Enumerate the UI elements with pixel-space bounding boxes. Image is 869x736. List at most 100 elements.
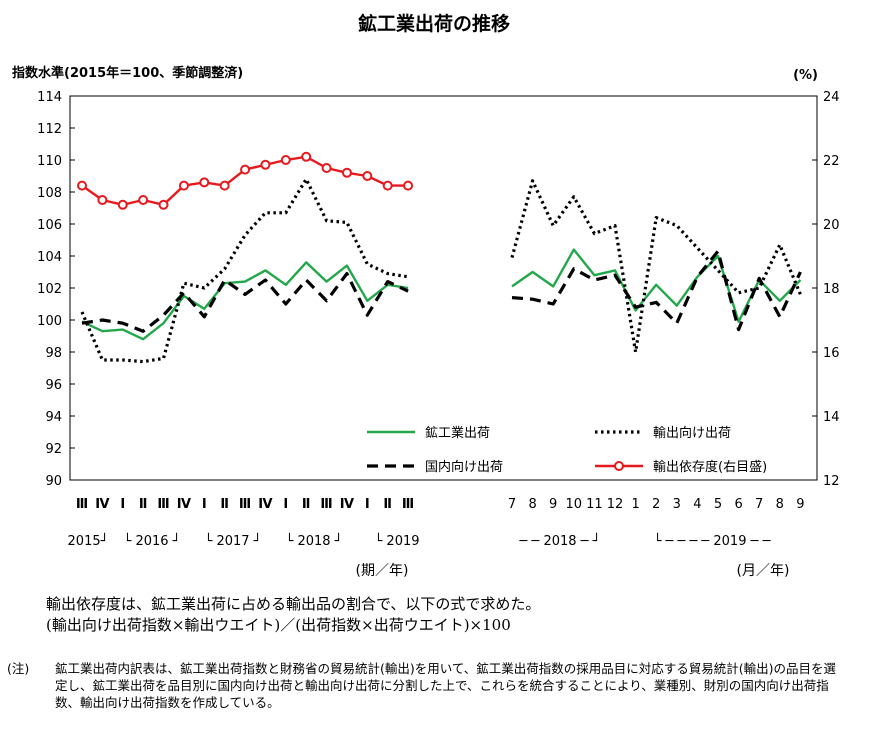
month-year-label: ─ ─ 2018 ─ ┘ bbox=[519, 532, 601, 549]
right-tick-label: 20 bbox=[823, 218, 840, 233]
right-tick-label: 24 bbox=[823, 90, 840, 105]
series-marker-3 bbox=[403, 180, 414, 191]
quarter-tick-label: Ⅰ bbox=[120, 497, 125, 512]
monthly-axis-unit: (月／年) bbox=[737, 563, 790, 579]
right-tick-label: 22 bbox=[823, 154, 840, 169]
right-tick-label: 16 bbox=[823, 346, 840, 361]
quarter-tick-label: Ⅰ bbox=[202, 497, 207, 512]
right-axis-label: (%) bbox=[793, 68, 818, 83]
quarter-tick-label: Ⅱ bbox=[220, 497, 229, 512]
series-marker-3 bbox=[321, 163, 332, 173]
footnote-text: 鉱工業出荷内訳表は、鉱工業出荷指数と財務省の貿易統計(輸出)を用いて、鉱工業出荷… bbox=[55, 661, 837, 710]
month-tick-label: 5 bbox=[714, 497, 722, 512]
quarter-tick-label: Ⅱ bbox=[139, 497, 148, 512]
quarterly-axis-unit: (期／年) bbox=[356, 563, 409, 579]
quarter-tick-label: Ⅰ bbox=[365, 497, 370, 512]
month-tick-label: 2 bbox=[652, 497, 660, 512]
left-tick-label: 102 bbox=[37, 282, 62, 297]
series-marker-3 bbox=[382, 180, 393, 191]
month-tick-label: 10 bbox=[566, 497, 583, 512]
month-tick-label: 9 bbox=[796, 497, 804, 512]
series-line-quarterly-2 bbox=[81, 272, 409, 333]
series-marker-3 bbox=[117, 199, 128, 210]
quarter-tick-label: Ⅳ bbox=[177, 497, 192, 512]
month-tick-label: 12 bbox=[607, 497, 624, 512]
quarter-tick-label: Ⅳ bbox=[95, 497, 110, 512]
left-tick-label: 110 bbox=[37, 154, 62, 169]
left-tick-label: 114 bbox=[37, 90, 62, 105]
series-line-monthly-0 bbox=[511, 248, 802, 323]
quarter-year-label: └ 2018 ┘ bbox=[285, 532, 342, 549]
month-tick-label: 8 bbox=[776, 497, 784, 512]
left-tick-label: 90 bbox=[45, 474, 62, 489]
quarter-tick-label: Ⅱ bbox=[302, 497, 311, 512]
formula-note: 輸出依存度は、鉱工業出荷に占める輸出品の割合で、以下の式で求めた。 (輸出向け出… bbox=[46, 594, 540, 636]
left-axis-ticks: 90 92 94 96 98 100 102 104 106 108 110 112 114 bbox=[37, 90, 75, 489]
right-axis-ticks: 12 14 16 18 20 22 24 bbox=[812, 90, 840, 489]
month-tick-label: 11 bbox=[586, 497, 603, 512]
month-year-label: └ ─ ─ ─ ─ 2019 ─ ─ bbox=[654, 532, 771, 549]
quarter-tick-label: Ⅳ bbox=[258, 497, 273, 512]
month-tick-label: 3 bbox=[673, 497, 681, 512]
legend-label: 鉱工業出荷 bbox=[425, 425, 490, 441]
left-tick-label: 112 bbox=[37, 122, 62, 137]
quarter-tick-label: Ⅲ bbox=[320, 497, 332, 512]
chart-svg: 鉱工業出荷の推移 指数水準(2015年＝100、季節調整済) (%) 90929… bbox=[12, 12, 840, 579]
footnote-label: (注) bbox=[7, 661, 30, 676]
quarter-year-label: └ 2019 bbox=[374, 532, 419, 549]
series-marker-3 bbox=[280, 155, 291, 165]
legend-marker bbox=[614, 461, 624, 471]
right-tick-label: 18 bbox=[823, 282, 840, 297]
legend-label: 国内向け出荷 bbox=[425, 459, 503, 475]
series-line-quarterly-1 bbox=[80, 177, 409, 364]
series-marker-3 bbox=[219, 180, 230, 191]
left-tick-label: 92 bbox=[45, 442, 62, 457]
series-marker-3 bbox=[158, 199, 169, 210]
series-marker-3 bbox=[178, 180, 189, 191]
x-axis-labels: Ⅲ Ⅳ Ⅰ Ⅱ Ⅲ Ⅳ Ⅰ Ⅱ Ⅲ Ⅳ Ⅰ Ⅱ Ⅲ Ⅳ Ⅰ Ⅱ Ⅲ 7 8 9 10 11 12 1 2 3 4 5 6 7 8 92015┘… bbox=[68, 497, 805, 549]
series-marker-3 bbox=[97, 195, 108, 205]
quarter-year-label: 2015┘ bbox=[68, 532, 109, 549]
month-tick-label: 1 bbox=[631, 497, 639, 512]
left-tick-label: 108 bbox=[37, 186, 62, 201]
series-marker-3 bbox=[341, 167, 352, 178]
series-line-quarterly-3 bbox=[81, 155, 409, 207]
left-tick-label: 98 bbox=[45, 346, 62, 361]
series-marker-3 bbox=[138, 195, 149, 205]
series-line-monthly-2 bbox=[511, 249, 802, 332]
series-marker-3 bbox=[240, 164, 251, 175]
left-tick-label: 96 bbox=[45, 378, 62, 393]
legend-label: 輸出依存度(右目盛) bbox=[653, 459, 767, 475]
month-tick-label: 9 bbox=[549, 497, 557, 512]
right-tick-label: 14 bbox=[823, 410, 840, 425]
right-tick-label: 12 bbox=[823, 474, 840, 489]
quarter-tick-label: Ⅳ bbox=[340, 497, 355, 512]
legend-label: 輸出向け出荷 bbox=[653, 425, 731, 441]
series-marker-3 bbox=[301, 151, 312, 162]
series-marker-3 bbox=[260, 159, 271, 170]
series-line-quarterly-0 bbox=[81, 261, 409, 341]
quarter-tick-label: Ⅲ bbox=[239, 497, 251, 512]
month-tick-label: 6 bbox=[734, 497, 742, 512]
quarter-tick-label: Ⅲ bbox=[402, 497, 414, 512]
quarter-year-label: └ 2016 ┘ bbox=[123, 532, 180, 549]
quarter-year-label: └ 2017 ┘ bbox=[204, 532, 261, 549]
quarter-tick-label: Ⅰ bbox=[283, 497, 288, 512]
series-marker-3 bbox=[199, 177, 210, 188]
series-line-monthly-1 bbox=[510, 179, 802, 354]
left-axis-label: 指数水準(2015年＝100、季節調整済) bbox=[12, 65, 243, 81]
left-tick-label: 104 bbox=[37, 250, 62, 265]
series-marker-3 bbox=[77, 180, 87, 191]
chart-title: 鉱工業出荷の推移 bbox=[358, 12, 510, 35]
quarter-tick-label: Ⅱ bbox=[383, 497, 392, 512]
month-tick-label: 8 bbox=[528, 497, 536, 512]
month-tick-label: 4 bbox=[693, 497, 701, 512]
series-marker-3 bbox=[362, 171, 373, 181]
formula-note-line1: 輸出依存度は、鉱工業出荷に占める輸出品の割合で、以下の式で求めた。 bbox=[46, 595, 541, 613]
left-tick-label: 94 bbox=[45, 410, 62, 425]
formula-note-line2: (輸出向け出荷指数×輸出ウエイト)／(出荷指数×出荷ウエイト)×100 bbox=[46, 616, 511, 634]
series-layer bbox=[77, 151, 802, 364]
month-tick-label: 7 bbox=[755, 497, 763, 512]
quarter-tick-label: Ⅲ bbox=[76, 497, 88, 512]
